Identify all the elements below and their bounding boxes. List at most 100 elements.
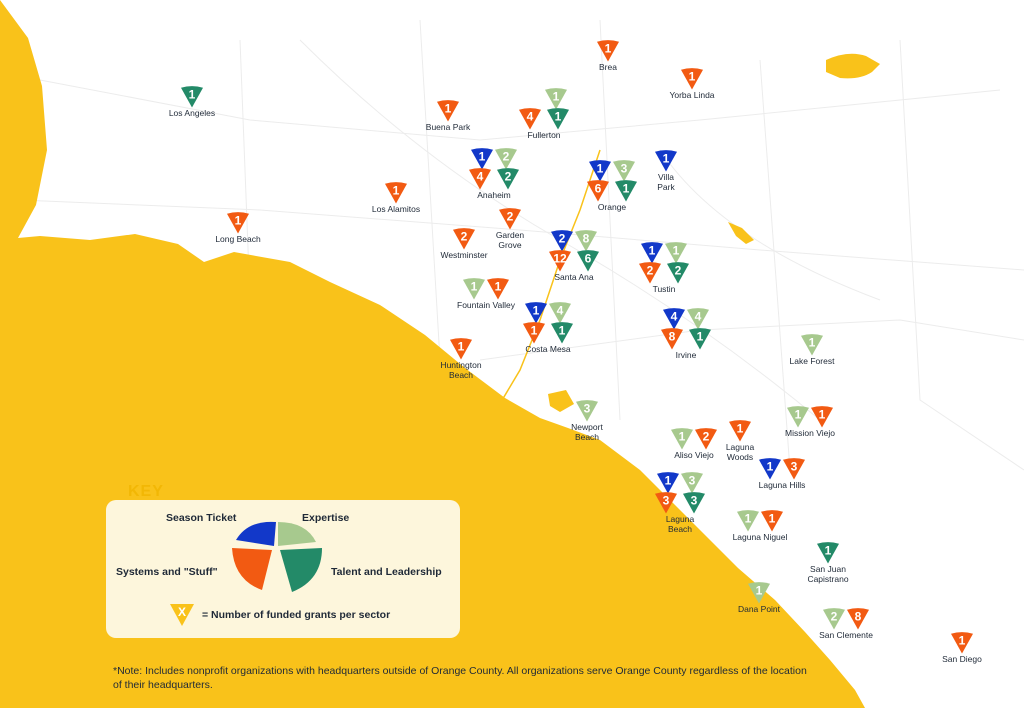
city-laguna-niguel-systems-stuff-shield [761,510,783,532]
city-dana-point-expertise-count: 1 [756,583,763,597]
city-orange-systems-stuff-count: 6 [595,181,602,195]
city-irvine-systems-stuff-count: 8 [669,329,676,343]
city-fullerton-talent-leadership-shield [547,108,569,130]
city-orange-expertise-shield [613,160,635,182]
city-costa-mesa-systems-stuff-shield [523,322,545,344]
city-irvine-label: Irvine [676,350,697,360]
city-san-diego-label: San Diego [942,654,982,664]
city-laguna-hills-season-ticket-count: 1 [767,459,774,473]
key-title: KEY [128,483,164,500]
city-brea-label: Brea [599,62,617,72]
city-laguna-niguel-expertise-count: 1 [745,511,752,525]
city-santa-ana-expertise-shield [575,230,597,252]
city-aliso-viejo-label: Aliso Viejo [674,450,714,460]
city-westminster-systems-stuff-count: 2 [461,229,468,243]
city-santa-ana-expertise-count: 8 [583,231,590,245]
city-costa-mesa-talent-leadership-shield [551,322,573,344]
city-san-clemente-expertise-shield [823,608,845,630]
city-buena-park-systems-stuff-count: 1 [445,101,452,115]
city-costa-mesa-season-ticket-count: 1 [533,303,540,317]
city-san-juan-capistrano-label: San Juan Capistrano [807,564,848,584]
city-laguna-beach-expertise-count: 3 [689,473,696,487]
city-laguna-hills-season-ticket-shield [759,458,781,480]
city-newport-beach-expertise-count: 3 [584,401,591,415]
key-label-expertise: Expertise [302,512,350,524]
city-santa-ana-season-ticket-shield [551,230,573,252]
city-fountain-valley-label: Fountain Valley [457,300,516,310]
key-label-systems-stuff: Systems and "Stuff" [116,566,218,578]
city-costa-mesa-talent-leadership-count: 1 [559,323,566,337]
city-long-beach-systems-stuff-shield [227,212,249,234]
city-laguna-woods-systems-stuff-count: 1 [737,421,744,435]
city-san-clemente-systems-stuff-shield [847,608,869,630]
city-orange-talent-leadership-shield [615,180,637,202]
city-brea-systems-stuff-shield [597,40,619,62]
city-laguna-hills-systems-stuff-shield [783,458,805,480]
city-santa-ana-season-ticket-count: 2 [559,231,566,245]
city-san-diego-systems-stuff-shield [951,632,973,654]
city-irvine-expertise-count: 4 [695,309,702,323]
city-garden-grove-systems-stuff-count: 2 [507,209,514,223]
city-orange-season-ticket-count: 1 [597,161,604,175]
city-irvine-talent-leadership-count: 1 [697,329,704,343]
city-irvine-season-ticket-count: 4 [671,309,678,323]
city-fullerton-systems-stuff-count: 4 [527,109,534,123]
city-los-angeles-talent-leadership-count: 1 [189,87,196,101]
city-brea-systems-stuff-count: 1 [605,41,612,55]
city-fountain-valley-expertise-count: 1 [471,279,478,293]
key-label-season-ticket: Season Ticket [166,512,237,524]
newport-harbor [522,426,574,444]
city-dana-point-label: Dana Point [738,604,781,614]
city-lake-forest-expertise-shield [801,334,823,356]
city-anaheim-season-ticket-count: 1 [479,149,486,163]
city-laguna-woods-label: Laguna Woods [726,442,755,462]
city-santa-ana-talent-leadership-count: 6 [585,251,592,265]
city-santa-ana-systems-stuff-shield [549,250,571,272]
city-los-alamitos-label: Los Alamitos [372,204,420,214]
city-los-angeles-talent-leadership-shield [181,86,203,108]
city-garden-grove-label: Garden Grove [496,230,525,250]
city-costa-mesa-expertise-count: 4 [557,303,564,317]
city-santa-ana-talent-leadership-shield [577,250,599,272]
city-fountain-valley-expertise-shield [463,278,485,300]
city-irvine-season-ticket-shield [663,308,685,330]
city-laguna-beach-systems-stuff-count: 3 [663,493,670,507]
city-long-beach-label: Long Beach [215,234,261,244]
city-fountain-valley-systems-stuff-count: 1 [495,279,502,293]
city-costa-mesa-systems-stuff-count: 1 [531,323,538,337]
city-laguna-niguel-systems-stuff-count: 1 [769,511,776,525]
city-aliso-viejo-expertise-shield [671,428,693,450]
city-orange-season-ticket-shield [589,160,611,182]
city-costa-mesa-label: Costa Mesa [525,344,571,354]
city-aliso-viejo-expertise-count: 1 [679,429,686,443]
city-laguna-beach-expertise-shield [681,472,703,494]
city-orange-systems-stuff-shield [587,180,609,202]
city-anaheim-expertise-shield [495,148,517,170]
city-tustin-systems-stuff-shield [639,262,661,284]
city-santa-ana-label: Santa Ana [554,272,594,282]
city-villa-park-season-ticket-shield [655,150,677,172]
city-laguna-beach-talent-leadership-count: 3 [691,493,698,507]
city-orange-label: Orange [598,202,627,212]
city-anaheim-expertise-count: 2 [503,149,510,163]
city-mission-viejo-systems-stuff-count: 1 [819,407,826,421]
city-santa-ana-systems-stuff-count: 12 [553,251,567,265]
city-laguna-hills-label: Laguna Hills [759,480,806,490]
city-laguna-beach-talent-leadership-shield [683,492,705,514]
city-san-diego-systems-stuff-count: 1 [959,633,966,647]
city-san-juan-capistrano-talent-leadership-count: 1 [825,543,832,557]
city-laguna-woods-systems-stuff-shield [729,420,751,442]
city-irvine-talent-leadership-shield [689,328,711,350]
city-san-juan-capistrano-talent-leadership-shield [817,542,839,564]
city-westminster-label: Westminster [440,250,487,260]
city-mission-viejo-expertise-shield [787,406,809,428]
city-yorba-linda-systems-stuff-count: 1 [689,69,696,83]
city-fullerton-talent-leadership-count: 1 [555,109,562,123]
key-marker-text: = Number of funded grants per sector [202,609,391,621]
city-laguna-hills-systems-stuff-count: 3 [791,459,798,473]
inland-lake [826,53,880,79]
harbor-channel [200,262,258,278]
city-san-clemente-expertise-count: 2 [831,609,838,623]
city-lake-forest-expertise-count: 1 [809,335,816,349]
city-anaheim-talent-leadership-shield [497,168,519,190]
